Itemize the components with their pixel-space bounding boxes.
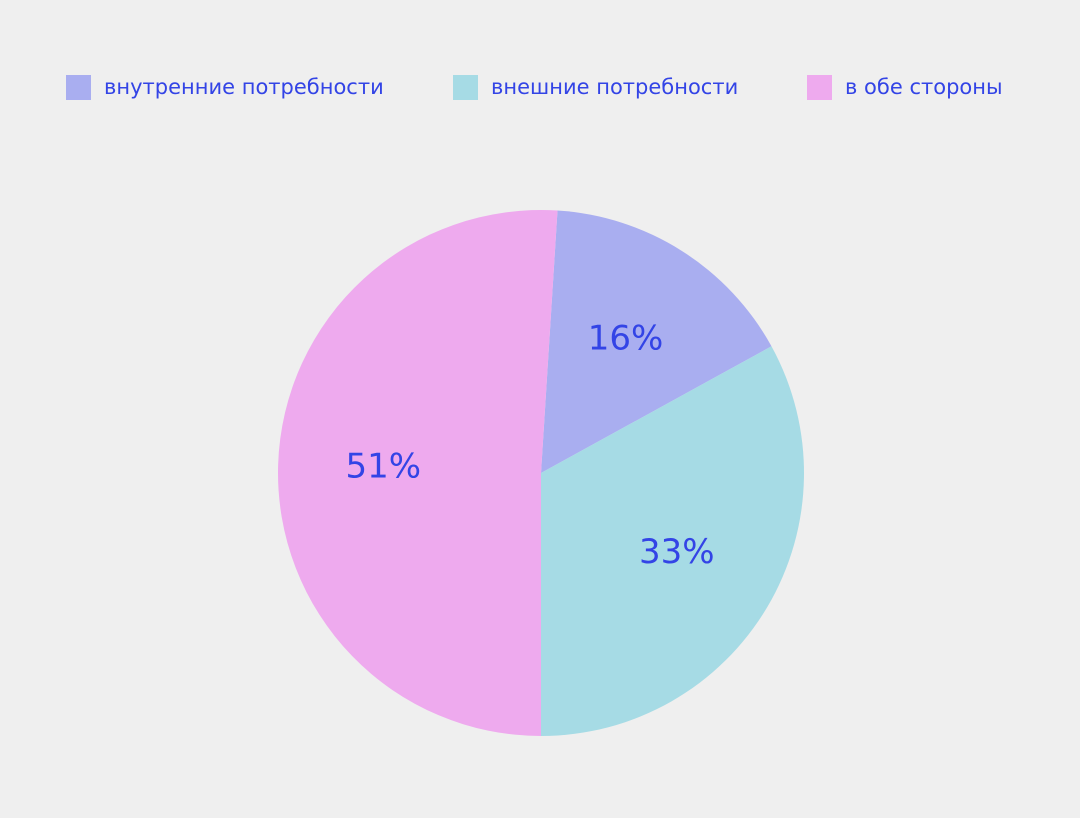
- legend-swatch: [66, 75, 91, 100]
- legend-label: внешние потребности: [491, 75, 738, 99]
- slice-label: 16%: [588, 318, 664, 358]
- legend-label: внутренние потребности: [104, 75, 384, 99]
- slice-label: 33%: [639, 532, 715, 572]
- slice-label: 51%: [345, 447, 421, 487]
- pie-slice: [541, 210, 772, 473]
- pie-slice: [277, 209, 558, 737]
- legend-swatch: [453, 75, 478, 100]
- pie-slice: [541, 346, 804, 736]
- legend-swatch: [807, 75, 832, 100]
- legend-label: в обе стороны: [845, 75, 1003, 99]
